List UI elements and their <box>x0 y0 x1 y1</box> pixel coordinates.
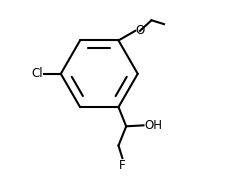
Text: Cl: Cl <box>31 67 42 80</box>
Text: OH: OH <box>144 119 162 132</box>
Text: O: O <box>136 24 145 37</box>
Text: F: F <box>119 159 126 172</box>
